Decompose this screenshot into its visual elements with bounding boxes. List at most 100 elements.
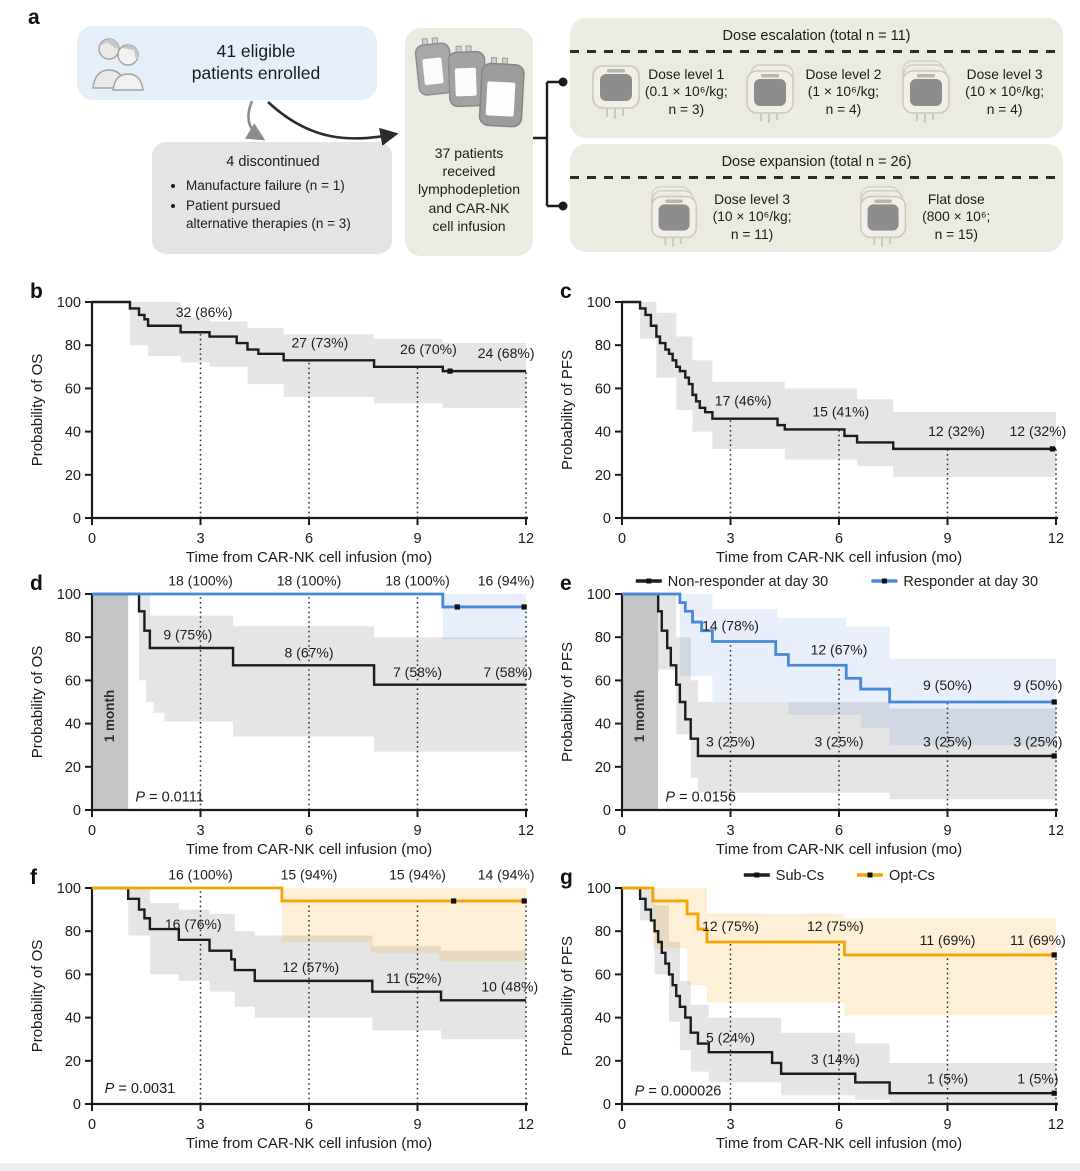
at-risk-label: 7 (58%)	[483, 664, 532, 680]
p-value: P = 0.0031	[105, 1081, 176, 1097]
censor-mark	[447, 368, 453, 374]
panel-f: f 0 3 6 9 12 0 20 40 60 80 100 Time from CAR-NK cel…	[20, 862, 540, 1162]
panel-label-b: b	[30, 280, 43, 303]
y-tick-label: 40	[595, 717, 611, 733]
at-risk-label: 18 (100%)	[277, 572, 342, 588]
at-risk-label: 7 (58%)	[393, 664, 442, 680]
y-tick-label: 20	[65, 1054, 81, 1070]
panel-label-g: g	[560, 866, 573, 889]
two-patients-icon	[92, 38, 144, 91]
y-tick-label: 60	[65, 673, 81, 689]
p-value: P = 0.0156	[665, 789, 736, 805]
at-risk-label: 12 (57%)	[282, 959, 339, 975]
at-risk-label: 12 (67%)	[811, 641, 868, 657]
arrow-to-infusion	[267, 101, 399, 146]
survival-curve	[92, 592, 526, 686]
censor-mark	[451, 898, 457, 904]
x-tick-label: 3	[196, 1117, 204, 1133]
ci-band	[679, 594, 1056, 748]
cell-bag-icon	[592, 65, 640, 119]
at-risk-label: 12 (32%)	[928, 423, 985, 439]
x-tick-label: 12	[518, 1117, 534, 1133]
discontinued-item: Manufacture failure (n = 1)	[186, 177, 380, 194]
x-tick-label: 9	[943, 1117, 951, 1133]
at-risk-label: 14 (78%)	[702, 618, 759, 634]
y-axis-title: Probability of OS	[29, 646, 46, 759]
at-risk-label: 12 (75%)	[807, 918, 864, 934]
at-risk-label: 8 (67%)	[284, 645, 333, 661]
y-tick-label: 40	[65, 717, 81, 733]
y-axis-title: Probability of PFS	[559, 350, 576, 470]
x-tick-label: 0	[88, 531, 96, 547]
at-risk-label: 3 (25%)	[814, 733, 863, 749]
x-tick-label: 0	[88, 823, 96, 839]
at-risk-label: 26 (70%)	[400, 341, 457, 357]
survival-curve	[92, 886, 526, 1002]
discontinued-list: Manufacture failure (n = 1) Patient purs…	[166, 177, 380, 232]
dashed-divider	[570, 50, 1063, 53]
panel-g: g 0 3 6 9 12 0 20 40 60 80 100 Time from CAR-NK cel…	[550, 862, 1070, 1162]
km-chart-os-cs: 0 3 6 9 12 0 20 40 60 80 100 Time from CAR-NK cell …	[29, 866, 538, 1152]
dose-label: Dose level 3 (10 × 10⁶/kg; n = 11)	[712, 192, 792, 242]
y-tick-label: 80	[65, 338, 81, 354]
km-chart-pfs-cs: 0 3 6 9 12 0 20 40 60 80 100 Time from CAR-NK cell …	[559, 868, 1066, 1152]
at-risk-label: 3 (14%)	[811, 1051, 860, 1067]
at-risk-label: 18 (100%)	[385, 572, 450, 588]
y-tick-label: 0	[603, 1097, 611, 1113]
x-axis-title: Time from CAR-NK cell infusion (mo)	[716, 549, 962, 566]
dose-item: Flat dose (800 × 10⁶; n = 15)	[852, 185, 990, 249]
at-risk-label: 9 (50%)	[1013, 677, 1062, 693]
infusion-box: 37 patients received lymphodepletion and…	[405, 28, 533, 256]
y-tick-label: 40	[65, 1011, 81, 1027]
x-tick-label: 3	[726, 1117, 734, 1133]
ci-band	[640, 302, 1056, 480]
at-risk-label: 1 (5%)	[1017, 1070, 1058, 1086]
legend-label: Non-responder at day 30	[668, 574, 828, 590]
dose-label: Dose level 1 (0.1 × 10⁶/kg; n = 3)	[644, 67, 728, 117]
dose-escalation-items: Dose level 1 (0.1 × 10⁶/kg; n = 3) Dose …	[582, 59, 1051, 125]
y-tick-label: 40	[65, 425, 81, 441]
legend-censor-mark	[867, 872, 873, 878]
at-risk-label: 3 (25%)	[1013, 733, 1062, 749]
dose-item: Dose level 1 (0.1 × 10⁶/kg; n = 3)	[589, 62, 728, 122]
y-tick-label: 40	[595, 1011, 611, 1027]
y-tick-label: 60	[595, 967, 611, 983]
at-risk-label: 15 (41%)	[812, 403, 869, 419]
survival-curve	[622, 886, 1056, 957]
at-risk-label: 12 (75%)	[702, 918, 759, 934]
x-axis-title: Time from CAR-NK cell infusion (mo)	[716, 841, 962, 858]
one-month-label: 1 month	[632, 690, 647, 743]
y-tick-label: 100	[587, 881, 611, 897]
legend-label: Responder at day 30	[903, 574, 1038, 590]
x-tick-label: 6	[305, 1117, 313, 1133]
y-tick-label: 100	[587, 587, 611, 603]
panel-b: b 0 3 6 9 12 0 20 40 60 80 100 Time from CAR-NK cel…	[20, 276, 540, 576]
at-risk-label: 32 (86%)	[176, 304, 233, 320]
y-tick-label: 0	[73, 803, 81, 819]
y-tick-label: 80	[65, 630, 81, 646]
ci-band	[139, 594, 526, 752]
y-tick-label: 60	[595, 381, 611, 397]
y-tick-label: 20	[65, 468, 81, 484]
censor-mark	[521, 604, 527, 610]
km-chart-os-all: 0 3 6 9 12 0 20 40 60 80 100 Time from CAR-NK cell …	[29, 295, 535, 566]
p-value: P = 0.000026	[635, 1083, 722, 1099]
dose-label: Dose level 2 (1 × 10⁶/kg; n = 4)	[805, 67, 882, 117]
y-tick-label: 0	[73, 511, 81, 527]
censor-mark	[1051, 952, 1057, 958]
dose-escalation-title: Dose escalation (total n = 11)	[722, 28, 911, 44]
dose-expansion-items: Dose level 3 (10 × 10⁶/kg; n = 11) Flat …	[582, 185, 1051, 249]
at-risk-label: 12 (32%)	[1010, 423, 1067, 439]
panel-d: d 1 month 0 3 6 9 12 0 20 40 60 80 100 Time from CAR…	[20, 568, 540, 868]
discontinued-box: 4 discontinued Manufacture failure (n = …	[152, 142, 392, 254]
x-tick-label: 9	[413, 823, 421, 839]
page-edge-strip	[0, 1163, 1080, 1171]
survival-curve	[622, 886, 1056, 1095]
at-risk-label: 15 (94%)	[281, 866, 338, 882]
y-tick-label: 20	[595, 468, 611, 484]
x-tick-label: 0	[618, 1117, 626, 1133]
panel-label-c: c	[560, 280, 572, 303]
flow-diagram: a 41 eligible patients enrolled 4 discon…	[0, 0, 1080, 272]
y-tick-label: 100	[57, 295, 81, 311]
